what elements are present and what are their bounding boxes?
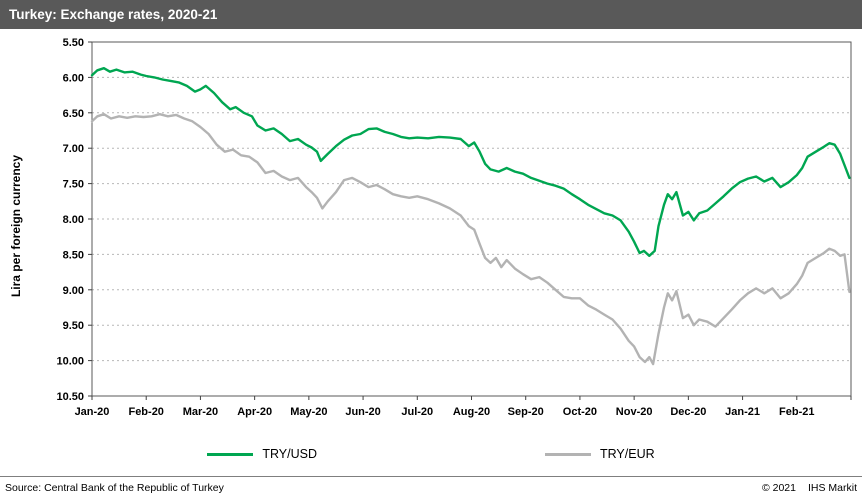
legend-label-try-usd: TRY/USD	[262, 447, 317, 461]
chart-title: Turkey: Exchange rates, 2020-21	[9, 7, 218, 22]
legend-label-try-eur: TRY/EUR	[600, 447, 655, 461]
try-usd-line-swatch	[207, 452, 254, 456]
legend-item-try-usd: TRY/USD	[207, 447, 317, 461]
svg-text:8.00: 8.00	[63, 214, 84, 226]
legend-item-try-eur: TRY/EUR	[545, 447, 655, 461]
svg-text:9.00: 9.00	[63, 285, 84, 297]
chart-footer: Source: Central Bank of the Republic of …	[0, 476, 862, 499]
svg-text:Aug-20: Aug-20	[453, 406, 490, 418]
svg-text:6.50: 6.50	[63, 108, 84, 120]
try-usd-line	[90, 67, 851, 258]
svg-text:10.00: 10.00	[56, 356, 84, 368]
svg-text:7.50: 7.50	[63, 179, 84, 191]
svg-text:Apr-20: Apr-20	[237, 406, 272, 418]
svg-text:Dec-20: Dec-20	[670, 406, 706, 418]
copyright-year: © 2021	[761, 482, 796, 494]
svg-text:May-20: May-20	[290, 406, 327, 418]
source-note: Source: Central Bank of the Republic of …	[5, 482, 224, 494]
chart-area: Lira per foreign currency 5.50 6.00 6.50 7.…	[0, 29, 862, 431]
svg-text:Feb-20: Feb-20	[128, 406, 163, 418]
chart-title-bar: Turkey: Exchange rates, 2020-21	[0, 0, 862, 29]
y-axis-title: Lira per foreign currency	[9, 154, 23, 298]
svg-text:8.50: 8.50	[63, 249, 84, 261]
svg-text:9.50: 9.50	[63, 320, 84, 332]
svg-text:Feb-21: Feb-21	[779, 406, 814, 418]
svg-text:Jan-21: Jan-21	[725, 406, 760, 418]
svg-text:10.50: 10.50	[56, 391, 84, 403]
svg-text:Oct-20: Oct-20	[563, 406, 597, 418]
exchange-rate-line-chart: 5.50 6.00 6.50 7.00 7.50 8.00 8.50 9.00 9.50 10.0…	[56, 37, 852, 418]
svg-text:5.50: 5.50	[63, 37, 84, 49]
svg-text:Jan-20: Jan-20	[75, 406, 110, 418]
svg-text:Sep-20: Sep-20	[508, 406, 544, 418]
chart-legend: TRY/USD TRY/EUR	[0, 431, 862, 477]
svg-text:Nov-20: Nov-20	[616, 406, 653, 418]
svg-text:Jul-20: Jul-20	[401, 406, 433, 418]
svg-text:6.00: 6.00	[63, 72, 84, 84]
try-eur-line-swatch	[545, 452, 591, 456]
svg-text:7.00: 7.00	[63, 143, 84, 155]
try-eur-line	[90, 112, 851, 366]
brand-name: IHS Markit	[807, 482, 857, 494]
svg-text:Mar-20: Mar-20	[183, 406, 218, 418]
svg-text:Jun-20: Jun-20	[345, 406, 380, 418]
